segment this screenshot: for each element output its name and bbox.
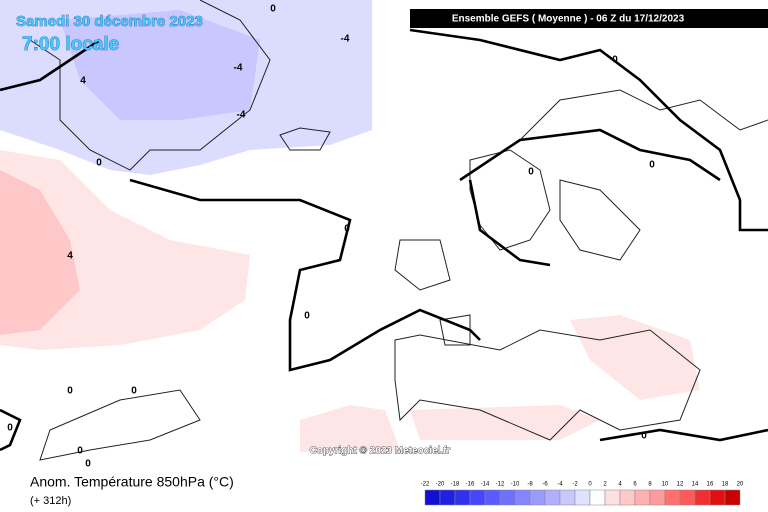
contour-label: 4 — [67, 251, 73, 262]
contour-label: 0 — [641, 431, 647, 442]
scale-cell — [679, 489, 696, 506]
coastline — [394, 329, 701, 441]
contour-label: 0 — [131, 386, 137, 397]
coastline — [559, 179, 641, 261]
isotherm — [0, 38, 101, 92]
scale-cell — [484, 489, 501, 506]
scale-cell — [574, 489, 591, 506]
scale-tick-label: 2 — [603, 482, 607, 488]
scale-cell — [529, 489, 546, 506]
scale-tick-label: 10 — [662, 482, 669, 488]
scale-cell — [649, 489, 666, 506]
color-scale: -22 -20 -18 -16 -14 -12 -10 -8 -6 -4 -2 0 2 4 6 8 10 12 14… — [421, 482, 744, 506]
scale-cell — [439, 489, 456, 506]
coastline — [439, 314, 471, 346]
scale-cell — [619, 489, 636, 506]
coastline — [39, 389, 201, 461]
contour-label: 4 — [80, 76, 86, 87]
contour-label: 0 — [649, 160, 655, 171]
scale-tick-label: -8 — [527, 482, 533, 488]
scale-tick-label: -2 — [572, 482, 578, 488]
isotherm — [459, 128, 721, 182]
isotherms — [0, 28, 768, 452]
coastline — [29, 0, 271, 171]
scale-cell — [694, 489, 711, 506]
warm-anomaly — [410, 405, 600, 440]
scale-cell — [514, 489, 531, 506]
scale-cell — [424, 489, 441, 506]
coastline — [519, 89, 768, 141]
contour-label: 0 — [528, 167, 534, 178]
isotherm — [468, 179, 551, 267]
scale-tick-label: -16 — [466, 482, 475, 488]
legend-title: Anom. Température 850hPa (°C) — [30, 474, 234, 490]
run-info: Ensemble GEFS ( Moyenne ) - 06 Z du 17/1… — [452, 14, 685, 25]
scale-tick-label: -18 — [451, 482, 460, 488]
scale-cell — [589, 489, 606, 506]
scale-cell — [709, 489, 726, 506]
scale-cell — [544, 489, 561, 506]
scale-tick-label: 4 — [618, 482, 622, 488]
scale-tick-label: -10 — [511, 482, 520, 488]
scale-cell — [604, 489, 621, 506]
cold-anomaly-core — [60, 10, 260, 120]
scale-tick-label: 8 — [648, 482, 652, 488]
scale-cell — [469, 489, 486, 506]
isotherm — [0, 408, 22, 452]
contour-label: -4 — [234, 63, 243, 74]
isotherm — [599, 428, 768, 442]
scale-tick-label: 20 — [737, 482, 744, 488]
contour-label: 0 — [270, 4, 276, 15]
isotherm — [129, 178, 481, 372]
scale-tick-label: 14 — [692, 482, 699, 488]
scale-tick-label: 18 — [722, 482, 729, 488]
scale-cell — [499, 489, 516, 506]
scale-tick-label: -14 — [481, 482, 490, 488]
copyright: Copyright © 2023 Meteociel.fr — [310, 446, 451, 457]
warm-anomaly — [300, 405, 400, 452]
scale-tick-label: 12 — [677, 482, 684, 488]
scale-tick-label: -4 — [557, 482, 563, 488]
contour-label: 0 — [96, 158, 102, 169]
contour-label: 0 — [344, 224, 350, 235]
date: Samedi 30 décembre 2023 — [16, 13, 203, 30]
scale-cell — [724, 489, 741, 506]
warm-anomaly — [570, 315, 700, 400]
scale-tick-label: -6 — [542, 482, 548, 488]
scale-tick-label: 6 — [633, 482, 637, 488]
contour-label: 0 — [85, 459, 91, 470]
scale-tick-label: -22 — [421, 482, 430, 488]
contour-label: -4 — [237, 110, 246, 121]
scale-tick-label: 0 — [588, 482, 592, 488]
scale-tick-label: -20 — [436, 482, 445, 488]
scale-cell — [559, 489, 576, 506]
scale-tick-label: -12 — [496, 482, 505, 488]
scale-cell — [634, 489, 651, 506]
time: 7:00 locale — [22, 34, 119, 55]
scale-tick-label: 16 — [707, 482, 714, 488]
lead-time: (+ 312h) — [30, 495, 71, 507]
scale-cell — [664, 489, 681, 506]
contour-label: 0 — [77, 446, 83, 457]
contour-label: -4 — [341, 34, 350, 45]
run-banner — [410, 9, 768, 28]
coastline — [394, 239, 451, 291]
contour-label: 0 — [67, 386, 73, 397]
contour-label: 0 — [612, 55, 618, 66]
contour-label: 0 — [7, 423, 13, 434]
coastline — [279, 127, 331, 151]
scale-cell — [454, 489, 471, 506]
warm-anomaly-core — [0, 170, 80, 335]
contour-label: 0 — [304, 311, 310, 322]
isotherm — [409, 28, 768, 232]
